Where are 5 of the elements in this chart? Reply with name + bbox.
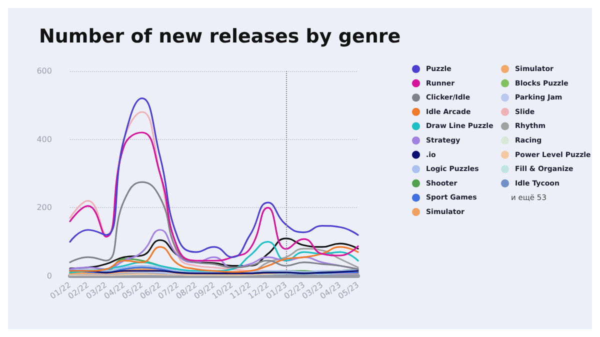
y-tick-label: 400 <box>36 134 52 144</box>
y-tick-label: 200 <box>36 203 52 212</box>
y-tick-label: 600 <box>36 66 52 76</box>
y-tick-label: 0 <box>46 272 52 280</box>
chart-title: Number of new releases by genre <box>39 26 401 48</box>
